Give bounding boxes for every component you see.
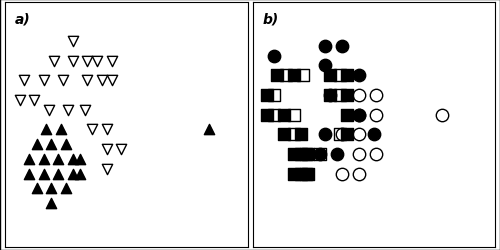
Point [69,157,77,161]
Point [40,172,48,176]
Point [334,152,342,156]
Point [290,152,298,156]
Point [84,59,92,63]
Point [321,64,329,68]
Point [326,74,334,78]
Point [103,148,111,152]
Point [103,128,111,132]
Point [54,172,62,176]
Point [355,113,363,117]
Point [40,79,48,83]
Point [372,152,380,156]
Point [282,74,290,78]
Point [290,172,298,176]
Point [336,74,344,78]
Point [69,59,77,63]
Point [76,157,84,161]
Point [57,128,65,132]
Point [47,142,55,146]
Point [302,172,310,176]
Point [47,202,55,205]
Point [59,79,67,83]
Point [370,133,378,137]
Point [302,152,310,156]
Point [69,172,77,176]
Point [372,94,380,98]
Point [47,187,55,191]
Point [338,133,346,137]
Point [290,74,298,78]
Point [69,40,77,44]
Point [316,152,324,156]
Point [84,79,92,83]
Point [372,113,380,117]
Point [290,133,298,137]
Point [297,152,305,156]
Point [50,59,58,63]
Point [343,94,351,98]
Point [290,113,298,117]
Point [16,98,24,102]
Text: a): a) [14,12,30,26]
Point [263,94,271,98]
Point [355,133,363,137]
Point [326,94,334,98]
Point [25,172,33,176]
Point [336,94,344,98]
Point [32,142,40,146]
Point [54,157,62,161]
Point [204,128,212,132]
Point [81,108,89,112]
Point [40,157,48,161]
Point [355,152,363,156]
Point [108,79,116,83]
Point [297,172,305,176]
Point [273,74,281,78]
Point [321,133,329,137]
Point [270,54,278,58]
Point [338,172,346,176]
Point [25,157,33,161]
Point [304,152,312,156]
Point [338,44,346,48]
Point [98,79,106,83]
Point [44,108,52,112]
Point [30,98,38,102]
Point [103,167,111,171]
Point [42,128,50,132]
Point [263,113,271,117]
Point [62,142,70,146]
Point [336,133,344,137]
Point [76,172,84,176]
Point [326,94,334,98]
Point [343,113,351,117]
Point [280,133,288,137]
Point [355,74,363,78]
Point [280,113,288,117]
Point [108,59,116,63]
Point [343,74,351,78]
Point [297,133,305,137]
Point [93,59,101,63]
Point [304,172,312,176]
Point [20,79,28,83]
Point [321,44,329,48]
Point [355,113,363,117]
Point [343,133,351,137]
Point [118,148,126,152]
Point [270,113,278,117]
Point [438,113,446,117]
Point [64,108,72,112]
Point [355,94,363,98]
Point [270,94,278,98]
Point [316,152,324,156]
Point [355,172,363,176]
Point [300,74,308,78]
Text: b): b) [262,12,278,26]
Point [32,187,40,191]
Point [62,187,70,191]
Point [88,128,96,132]
